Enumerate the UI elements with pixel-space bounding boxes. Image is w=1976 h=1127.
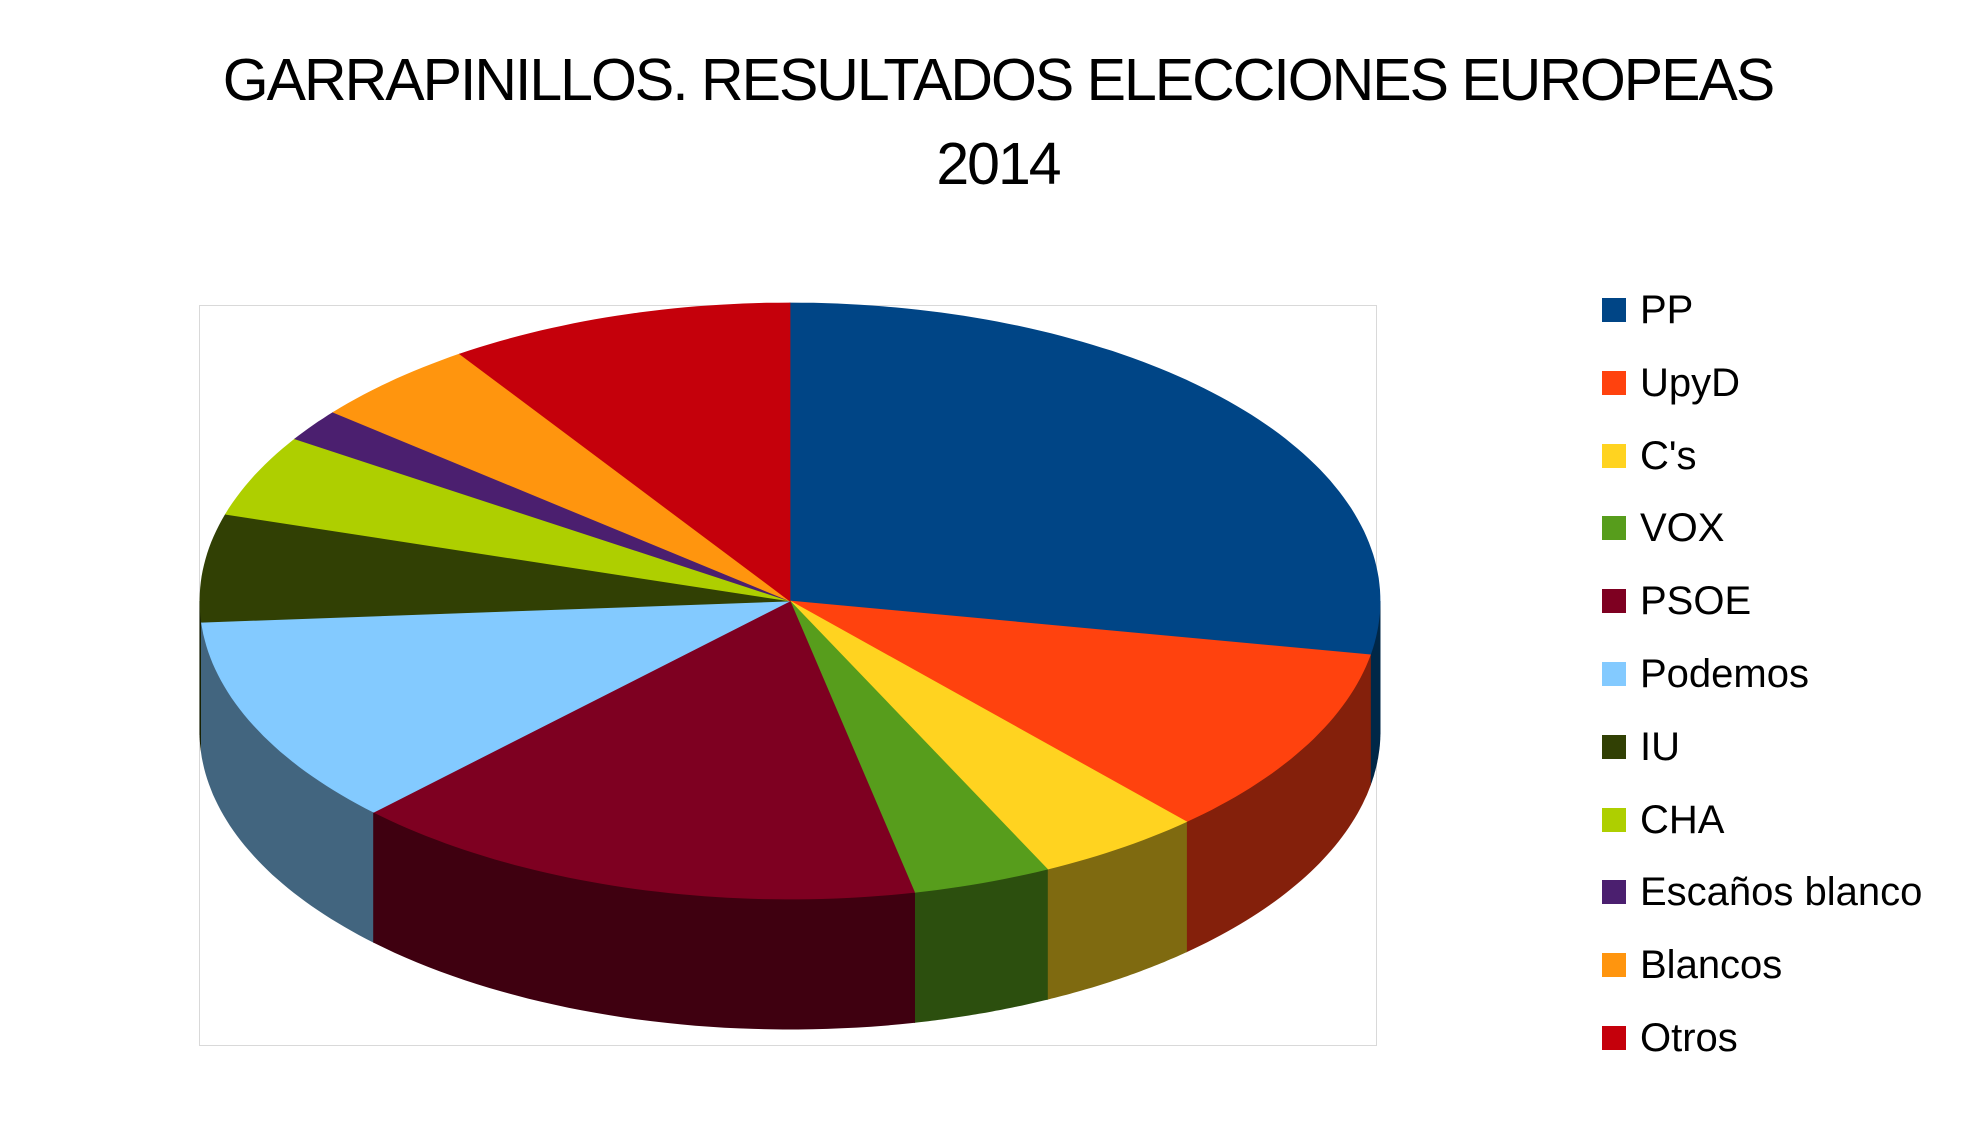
pie-slice-blancos bbox=[332, 353, 791, 602]
legend-swatch bbox=[1602, 298, 1626, 322]
legend-label: Podemos bbox=[1640, 652, 1809, 696]
legend-item-escanos-blanco: Escaños blanco bbox=[1602, 867, 1922, 917]
chart-title: GARRAPINILLOS. RESULTADOS ELECCIONES EUR… bbox=[0, 38, 1976, 206]
pie-slice-otros bbox=[458, 302, 791, 602]
legend-label: CHA bbox=[1640, 797, 1725, 842]
pie-slice-escanos-blanco bbox=[294, 411, 791, 602]
legend-swatch bbox=[1602, 370, 1626, 395]
pie-slice-psoe bbox=[372, 600, 916, 900]
legend-item-iu: IU bbox=[1602, 722, 1680, 772]
legend-item-psoe: PSOE bbox=[1602, 576, 1751, 626]
legend-swatch bbox=[1602, 443, 1626, 468]
legend-label: UpyD bbox=[1640, 360, 1741, 405]
legend-label: Escaños blanco bbox=[1640, 870, 1923, 915]
legend-item-vox: VOX bbox=[1602, 503, 1724, 553]
legend-swatch bbox=[1602, 880, 1626, 905]
legend-label: PP bbox=[1640, 288, 1694, 332]
pie-slice-podemos bbox=[201, 600, 791, 813]
legend-item-blancos: Blancos bbox=[1602, 940, 1782, 990]
pie-side-vox bbox=[914, 868, 1048, 1023]
legend-swatch bbox=[1602, 589, 1626, 614]
legend-item-cha: CHA bbox=[1602, 795, 1724, 845]
legend-item-upyd: UpyD bbox=[1602, 358, 1740, 408]
pie-slice-cha bbox=[224, 438, 791, 602]
legend-label: Blancos bbox=[1640, 943, 1783, 988]
legend-swatch bbox=[1602, 662, 1626, 686]
pie-top-faces bbox=[199, 302, 1381, 900]
pie-slice-iu bbox=[199, 513, 791, 623]
legend-label: Otros bbox=[1640, 1016, 1738, 1060]
legend-item-pp: PP bbox=[1602, 285, 1693, 335]
legend-label: VOX bbox=[1640, 506, 1725, 551]
legend-label: C's bbox=[1640, 433, 1697, 478]
pie-slice-upyd bbox=[789, 600, 1371, 823]
pie-slice-c-s bbox=[789, 600, 1188, 870]
legend-label: IU bbox=[1640, 724, 1680, 769]
legend-item-podemos: Podemos bbox=[1602, 649, 1809, 699]
chart-title-line-1: GARRAPINILLOS. RESULTADOS ELECCIONES EUR… bbox=[222, 47, 1775, 113]
legend-swatch bbox=[1602, 1026, 1626, 1050]
chart-title-line-2: 2014 bbox=[936, 131, 1061, 197]
legend-item-c-s: C's bbox=[1602, 431, 1697, 481]
legend-label: PSOE bbox=[1640, 579, 1752, 624]
legend-swatch bbox=[1602, 516, 1626, 541]
legend-item-otros: Otros bbox=[1602, 1013, 1738, 1063]
legend-swatch bbox=[1602, 807, 1626, 832]
pie-slice-vox bbox=[789, 600, 1049, 893]
pie-slice-pp bbox=[789, 302, 1381, 656]
legend-swatch bbox=[1602, 953, 1626, 978]
legend-swatch bbox=[1602, 734, 1626, 759]
